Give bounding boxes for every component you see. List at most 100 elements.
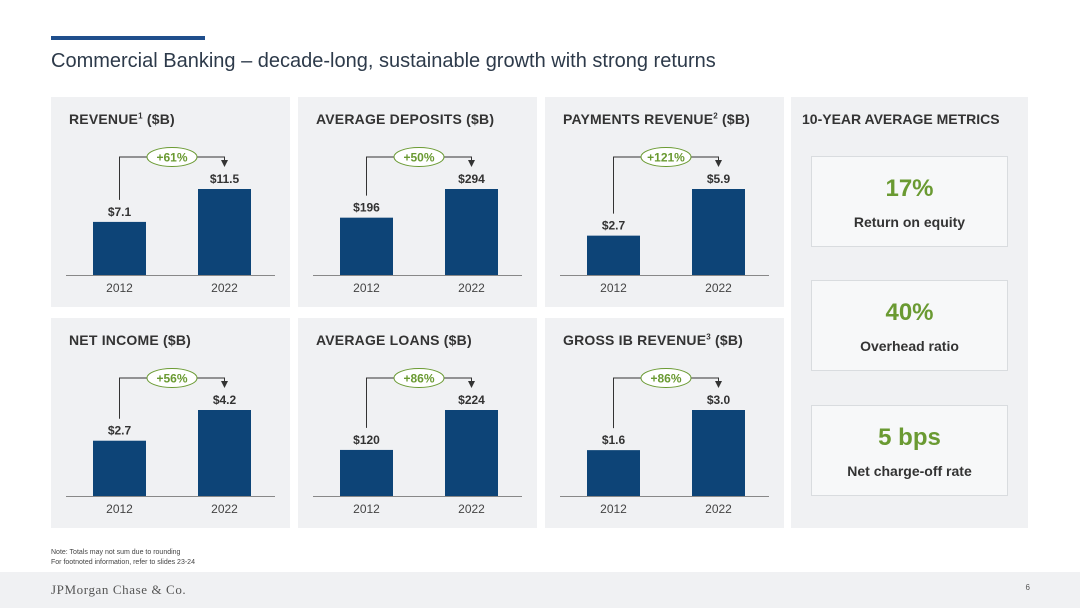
bar: [198, 410, 251, 496]
bar-chart: $1.6 2012 $3.0 2022 +86%: [560, 368, 769, 516]
metric-label: Overhead ratio: [860, 338, 959, 354]
note-rounding: Note: Totals may not sum due to rounding: [51, 549, 181, 556]
metrics-panel: 10-YEAR AVERAGE METRICS 17% Return on eq…: [791, 97, 1028, 528]
x-tick-label: 2012: [106, 502, 133, 516]
bar: [93, 221, 146, 275]
panel-title: GROSS IB REVENUE3 ($B): [563, 332, 743, 348]
data-label: $4.2: [213, 393, 237, 407]
growth-badge: [393, 147, 445, 167]
x-tick-label: 2012: [106, 281, 133, 295]
chart-panel-net-income: NET INCOME ($B) $2.7 2012 $4.2 2022 +56%: [51, 318, 290, 528]
x-tick-label: 2022: [705, 502, 732, 516]
bar-chart: $2.7 2012 $4.2 2022 +56%: [66, 368, 275, 516]
slide-title: Commercial Banking – decade-long, sustai…: [51, 50, 716, 72]
growth-label: +86%: [650, 372, 681, 386]
metric-value: 17%: [885, 175, 934, 202]
growth-arrowhead-icon: [468, 381, 475, 388]
bar-chart: $196 2012 $294 2022 +50%: [313, 147, 522, 295]
metric-value: 5 bps: [878, 424, 941, 451]
bar: [692, 410, 745, 496]
panel-unit: ($B): [443, 332, 472, 348]
x-tick-label: 2012: [353, 281, 380, 295]
growth-label: +86%: [403, 372, 434, 386]
bar-chart: $7.1 2012 $11.5 2022 +61%: [66, 147, 275, 295]
footer: JPMorgan Chase & Co. 6: [0, 572, 1080, 608]
panel-title: NET INCOME ($B): [69, 332, 191, 348]
bar: [587, 450, 640, 496]
panel-unit: ($B): [146, 111, 175, 127]
x-tick-label: 2022: [458, 502, 485, 516]
growth-arrowhead-icon: [221, 160, 228, 167]
data-label: $3.0: [707, 393, 731, 407]
growth-arrowhead-icon: [715, 381, 722, 388]
chart-panel-revenue: REVENUE1 ($B) $7.1 2012 $11.5 2022 +61%: [51, 97, 290, 307]
x-tick-label: 2022: [458, 281, 485, 295]
panel-unit: ($B): [721, 111, 751, 127]
x-tick-label: 2022: [705, 281, 732, 295]
x-tick-label: 2022: [211, 281, 238, 295]
data-label: $7.1: [108, 205, 132, 219]
data-label: $294: [458, 172, 485, 186]
x-tick-label: 2012: [600, 281, 627, 295]
panel-title-text: GROSS IB REVENUE: [563, 332, 707, 348]
data-label: $2.7: [602, 219, 626, 233]
bar: [340, 217, 393, 275]
bar-chart: $2.7 2012 $5.9 2022 +121%: [560, 147, 769, 295]
panel-title: AVERAGE DEPOSITS ($B): [316, 111, 494, 127]
footnotes: Note: Totals may not sum due to rounding…: [51, 548, 195, 568]
footnote-marker: 1: [138, 111, 143, 121]
metric-card-net-charge-off-rate: 5 bps Net charge-off rate: [811, 405, 1008, 496]
chart-panel-average-loans: AVERAGE LOANS ($B) $120 2012 $224 2022 +86%: [298, 318, 537, 528]
data-label: $196: [353, 201, 380, 215]
chart-panel-gross-ib-revenue: GROSS IB REVENUE3 ($B) $1.6 2012 $3.0 2022 +…: [545, 318, 784, 528]
metric-card-overhead-ratio: 40% Overhead ratio: [811, 280, 1008, 371]
panel-title: REVENUE1 ($B): [69, 111, 175, 127]
bar: [692, 189, 745, 275]
x-tick-label: 2012: [353, 502, 380, 516]
growth-badge: [393, 368, 445, 388]
panel-title-text: AVERAGE LOANS: [316, 332, 440, 348]
bar: [445, 410, 498, 496]
page-number: 6: [1025, 583, 1030, 592]
growth-arrowhead-icon: [221, 381, 228, 388]
metric-card-return-on-equity: 17% Return on equity: [811, 156, 1008, 247]
panel-title-text: PAYMENTS REVENUE: [563, 111, 714, 127]
bar-chart: $120 2012 $224 2022 +86%: [313, 368, 522, 516]
metric-label: Net charge-off rate: [847, 463, 972, 479]
growth-label: +56%: [156, 372, 187, 386]
data-label: $224: [458, 393, 485, 407]
x-tick-label: 2012: [600, 502, 627, 516]
footnote-marker: 2: [713, 111, 718, 121]
footnote-marker: 3: [706, 332, 711, 342]
growth-badge: [640, 368, 692, 388]
growth-arrowhead-icon: [715, 160, 722, 167]
growth-badge: [146, 147, 198, 167]
metric-label: Return on equity: [853, 214, 966, 230]
x-tick-label: 2022: [211, 502, 238, 516]
note-footnote-reference: For footnoted information, refer to slid…: [51, 559, 195, 566]
data-label: $5.9: [707, 172, 731, 186]
growth-label: +50%: [403, 151, 434, 165]
metrics-title: 10-YEAR AVERAGE METRICS: [802, 111, 1000, 127]
panel-title: AVERAGE LOANS ($B): [316, 332, 472, 348]
bar: [198, 189, 251, 275]
data-label: $1.6: [602, 433, 626, 447]
panel-unit: ($B): [466, 111, 495, 127]
panel-title: PAYMENTS REVENUE2 ($B): [563, 111, 750, 127]
metric-value: 40%: [885, 299, 934, 326]
growth-badge: [640, 147, 692, 167]
data-label: $11.5: [210, 172, 240, 186]
chart-panel-payments-revenue: PAYMENTS REVENUE2 ($B) $2.7 2012 $5.9 2022 +…: [545, 97, 784, 307]
bar: [340, 449, 393, 496]
data-label: $2.7: [108, 424, 132, 438]
panel-unit: ($B): [162, 332, 192, 348]
bar: [587, 235, 640, 275]
chart-panel-average-deposits: AVERAGE DEPOSITS ($B) $196 2012 $294 2022 +5…: [298, 97, 537, 307]
title-accent-rule: [51, 36, 205, 40]
growth-badge: [146, 368, 198, 388]
growth-label: +61%: [156, 151, 187, 165]
bar: [93, 440, 146, 496]
company-logo: JPMorgan Chase & Co.: [51, 582, 187, 597]
data-label: $120: [353, 433, 380, 447]
growth-arrowhead-icon: [468, 160, 475, 167]
